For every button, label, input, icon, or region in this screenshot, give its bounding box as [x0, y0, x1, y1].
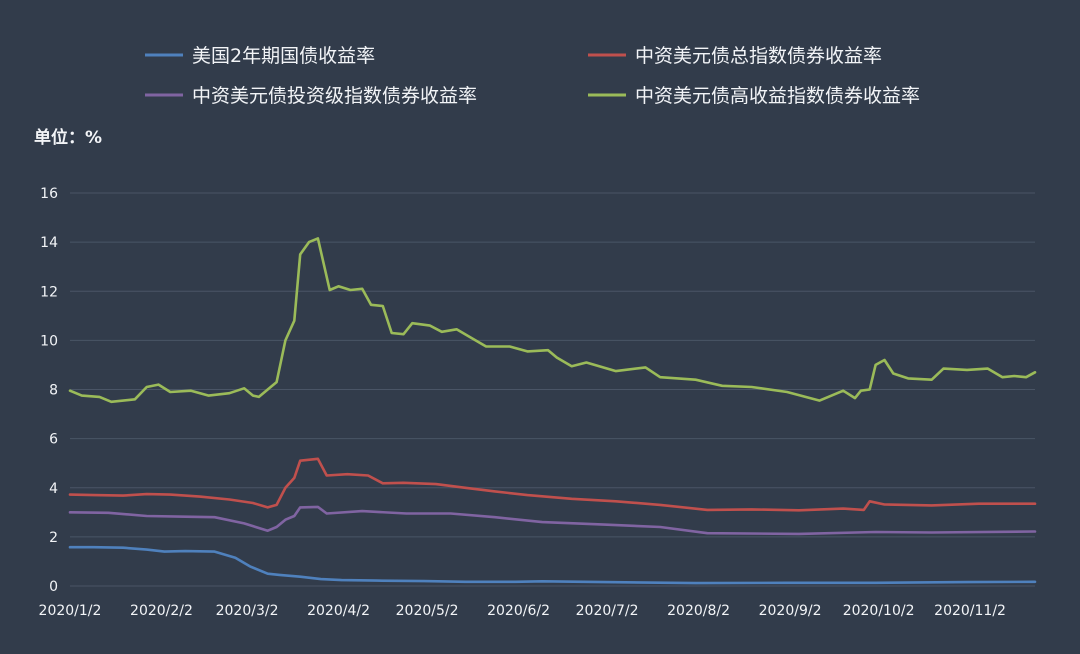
- legend-item-us-2y: 美国2年期国债收益率: [145, 45, 375, 67]
- x-tick-label: 2020/9/2: [759, 603, 822, 619]
- legend-label-total-index: 中资美元债总指数债券收益率: [635, 45, 882, 67]
- y-tick-label: 4: [49, 481, 58, 497]
- y-tick-label: 10: [40, 333, 58, 349]
- unit-label: 单位：%: [34, 127, 102, 148]
- series-line-investment-grade: [68, 505, 1037, 536]
- y-tick-label: 16: [40, 186, 58, 202]
- x-tick-label: 2020/8/2: [667, 603, 730, 619]
- y-tick-label: 2: [49, 530, 58, 546]
- x-tick-label: 2020/1/2: [39, 603, 102, 619]
- x-axis-ticks: 2020/1/2 2020/2/2 2020/3/2 2020/4/2 2020/5/2…: [39, 603, 1006, 619]
- legend: 美国2年期国债收益率 中资美元债总指数债券收益率 中资美元债投资级指数债券收益率…: [145, 45, 920, 107]
- y-axis-ticks: 0 2 4 6 8 10 12 14 16: [40, 186, 58, 595]
- y-tick-label: 12: [40, 284, 58, 300]
- series-lines: [68, 237, 1037, 585]
- x-tick-label: 2020/11/2: [934, 603, 1006, 619]
- x-tick-label: 2020/5/2: [396, 603, 459, 619]
- series-line-us-2y: [68, 545, 1037, 585]
- legend-item-total-index: 中资美元债总指数债券收益率: [588, 45, 882, 67]
- y-tick-label: 6: [49, 432, 58, 448]
- y-tick-label: 8: [49, 383, 58, 399]
- legend-label-us-2y: 美国2年期国债收益率: [192, 45, 375, 67]
- series-line-total-index: [68, 457, 1037, 512]
- x-tick-label: 2020/2/2: [130, 603, 193, 619]
- legend-item-high-yield: 中资美元债高收益指数债券收益率: [588, 85, 920, 107]
- x-tick-label: 2020/4/2: [307, 603, 370, 619]
- x-tick-label: 2020/7/2: [576, 603, 639, 619]
- x-tick-label: 2020/10/2: [843, 603, 915, 619]
- y-tick-label: 0: [49, 579, 58, 595]
- legend-label-high-yield: 中资美元债高收益指数债券收益率: [635, 85, 920, 107]
- x-tick-label: 2020/3/2: [216, 603, 279, 619]
- legend-label-investment-grade: 中资美元债投资级指数债券收益率: [192, 85, 477, 107]
- legend-item-investment-grade: 中资美元债投资级指数债券收益率: [145, 85, 477, 107]
- y-tick-label: 14: [40, 235, 58, 251]
- series-line-high-yield: [68, 237, 1037, 404]
- gridlines: [70, 192, 1035, 587]
- x-tick-label: 2020/6/2: [487, 603, 550, 619]
